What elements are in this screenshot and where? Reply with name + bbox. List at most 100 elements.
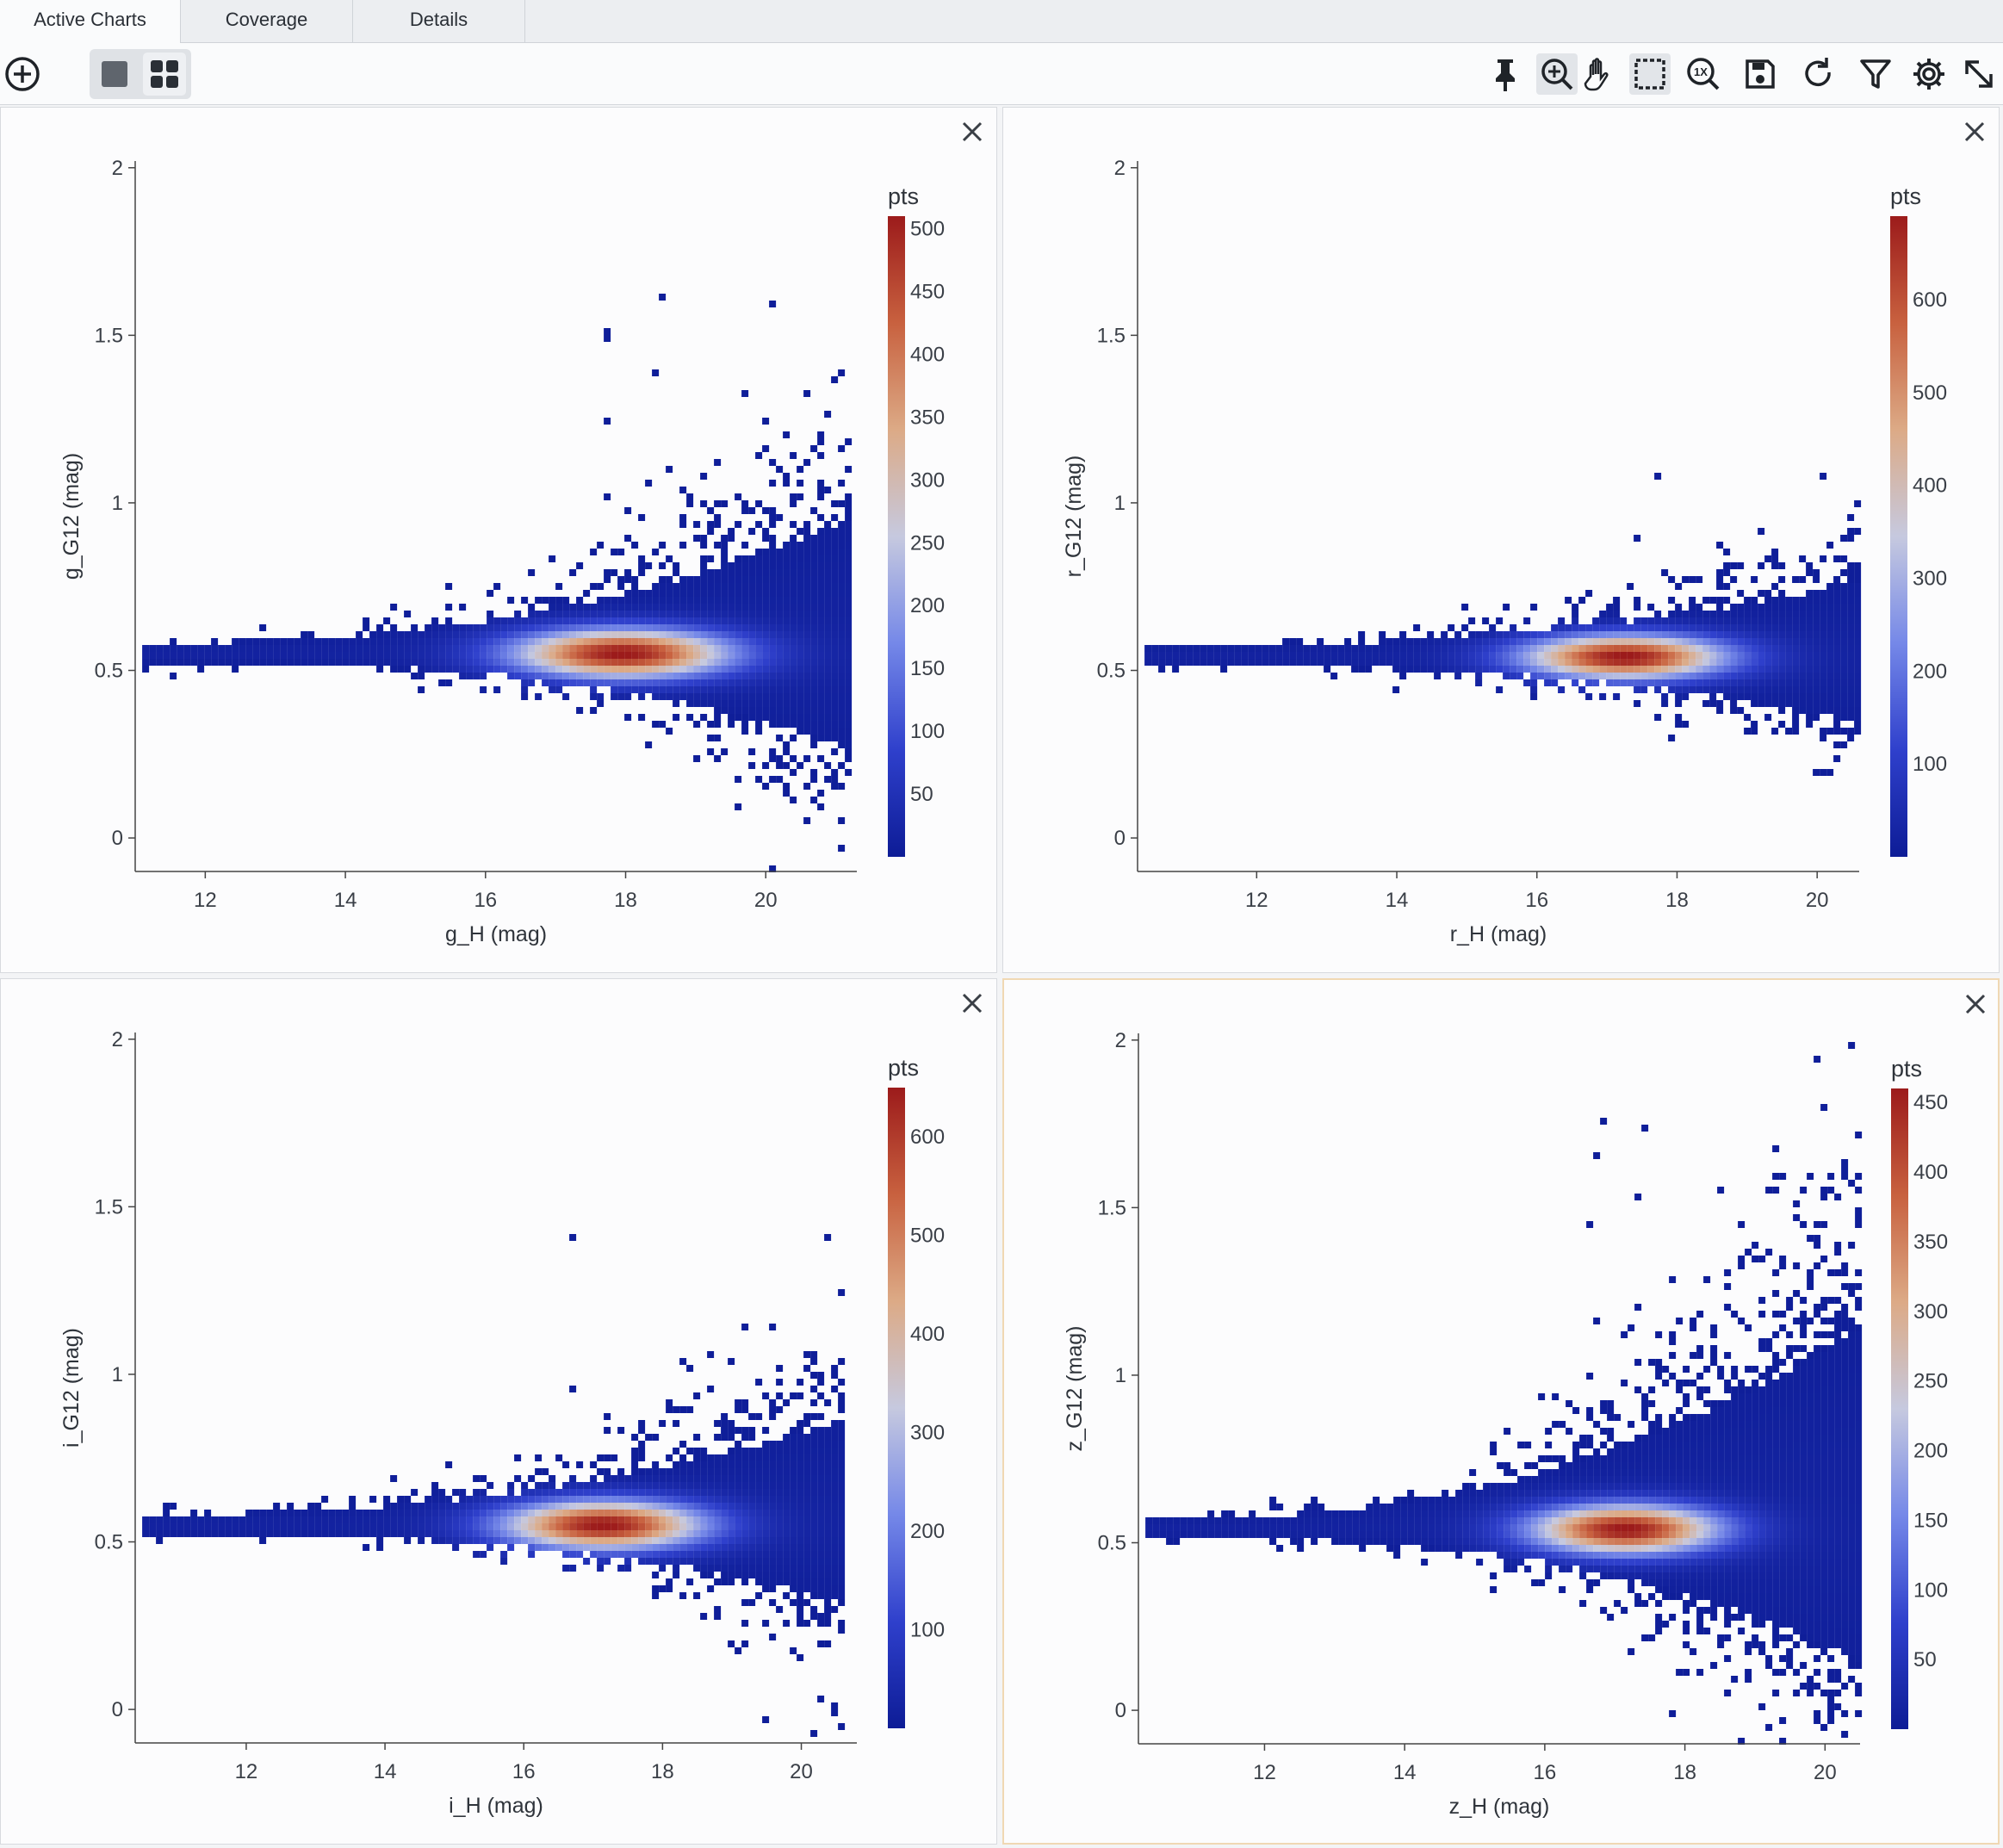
- expand-icon[interactable]: [1958, 53, 2000, 95]
- heatmap-cell: [1537, 666, 1545, 673]
- heatmap-cell: [790, 1537, 797, 1544]
- heatmap-cell: [1552, 1393, 1560, 1400]
- heatmap-cell: [666, 631, 673, 638]
- heatmap-cell: [314, 645, 322, 652]
- heatmap-cell: [1833, 707, 1841, 714]
- pin-icon[interactable]: [1485, 53, 1526, 95]
- heatmap-cell: [838, 707, 846, 714]
- restore-icon[interactable]: [1798, 53, 1839, 95]
- heatmap-cell: [211, 659, 219, 666]
- heatmap-cell: [1689, 659, 1696, 666]
- heatmap-cell: [741, 1551, 749, 1558]
- heatmap-cell: [803, 611, 811, 617]
- heatmap-cell: [652, 549, 660, 555]
- heatmap-cell: [803, 617, 811, 624]
- heatmap-cell: [1572, 666, 1579, 673]
- heatmap-cell: [1365, 645, 1373, 652]
- select-region-icon[interactable]: [1629, 53, 1671, 95]
- zoom-1x-icon[interactable]: 1X: [1683, 53, 1724, 95]
- chart-panel-i[interactable]: 12 14 16 18 20 0 0.5 1 1.5 2 i_H (mag) i_G12 (mag) p…: [0, 978, 997, 1845]
- heatmap-cell: [1262, 645, 1269, 652]
- settings-icon[interactable]: [1908, 53, 1950, 95]
- close-icon[interactable]: [955, 115, 989, 149]
- heatmap-cell: [562, 1537, 570, 1544]
- heatmap-cell: [1249, 1524, 1256, 1531]
- heatmap-cell: [1544, 631, 1552, 638]
- pan-icon[interactable]: [1579, 53, 1621, 95]
- heatmap-cell: [673, 604, 680, 611]
- close-icon[interactable]: [1957, 115, 1992, 149]
- heatmap-cell: [1820, 617, 1827, 624]
- heatmap-cell: [810, 1544, 818, 1551]
- heatmap-cell: [1592, 659, 1600, 666]
- heatmap-cell: [1600, 1531, 1608, 1538]
- heatmap-cell: [521, 645, 529, 652]
- heatmap-cell: [810, 1489, 818, 1496]
- heatmap-cell: [1854, 707, 1862, 714]
- tab-active-charts[interactable]: Active Charts: [0, 0, 181, 44]
- heatmap-cell: [1380, 1524, 1387, 1531]
- tab-details[interactable]: Details: [353, 0, 525, 43]
- heatmap-cell: [514, 1454, 522, 1461]
- single-layout-icon[interactable]: [93, 53, 136, 96]
- zoom-in-icon[interactable]: [1536, 53, 1578, 95]
- heatmap-cell: [1641, 1510, 1649, 1517]
- heatmap-cell: [735, 1503, 742, 1510]
- heatmap-cell: [431, 1482, 439, 1489]
- heatmap-cell: [673, 1489, 680, 1496]
- heatmap-cell: [748, 1454, 756, 1461]
- heatmap-cell: [810, 1461, 818, 1468]
- heatmap-cell: [1613, 693, 1621, 700]
- add-chart-icon[interactable]: [2, 53, 43, 95]
- heatmap-cell: [1517, 1524, 1525, 1531]
- heatmap-cell: [1620, 645, 1628, 652]
- heatmap-cell: [762, 1454, 770, 1461]
- heatmap-cell: [831, 1475, 839, 1482]
- tab-coverage[interactable]: Coverage: [181, 0, 353, 43]
- grid-layout-icon[interactable]: [143, 53, 186, 96]
- chart-panel-r[interactable]: 12 14 16 18 20 0 0.5 1 1.5 2 r_H (mag) r_G12 (mag) p…: [1002, 107, 2000, 973]
- heatmap-cell: [321, 652, 329, 659]
- heatmap-cell: [666, 645, 673, 652]
- heatmap-cell: [1579, 1510, 1587, 1517]
- heatmap-cell: [1655, 1435, 1663, 1442]
- heatmap-cell: [810, 1427, 818, 1434]
- heatmap-cell: [845, 755, 853, 762]
- heatmap-cell: [1820, 611, 1827, 617]
- heatmap-cell: [1799, 604, 1807, 611]
- heatmap-cell: [514, 1503, 522, 1510]
- heatmap-cell: [480, 673, 487, 679]
- heatmap-cell: [1337, 659, 1345, 666]
- heatmap-cell: [569, 631, 577, 638]
- heatmap-cell: [1221, 1524, 1229, 1531]
- filter-icon[interactable]: [1855, 53, 1896, 95]
- heatmap-cell: [659, 673, 667, 679]
- heatmap-cell: [790, 576, 797, 583]
- chart-panel-g[interactable]: 12 14 16 18 20 0 0.5 1 1.5 2 g_H (mag) g_G12 (mag) p…: [0, 107, 997, 973]
- chart-panel-z[interactable]: 12 14 16 18 20 0 0.5 1 1.5 2 z_H (mag) z_G12 (mag) p…: [1002, 978, 2000, 1845]
- heatmap-cell: [1566, 1469, 1573, 1476]
- heatmap-cell: [307, 645, 315, 652]
- heatmap-cell: [1682, 576, 1690, 583]
- heatmap-cell: [597, 666, 605, 673]
- heatmap-cell: [1634, 1448, 1642, 1455]
- heatmap-cell: [1490, 1524, 1498, 1531]
- heatmap-cell: [1613, 652, 1621, 659]
- heatmap-cell: [1689, 638, 1696, 645]
- heatmap-cell: [156, 1537, 164, 1544]
- heatmap-cell: [576, 1537, 584, 1544]
- heatmap-cell: [1806, 666, 1814, 673]
- save-icon[interactable]: [1739, 53, 1781, 95]
- heatmap-cell: [452, 1537, 460, 1544]
- heatmap-cell: [1683, 1510, 1690, 1517]
- heatmap-cell: [1778, 617, 1786, 624]
- heatmap-cell: [1600, 1572, 1608, 1579]
- heatmap-cell: [817, 604, 825, 611]
- heatmap-cell: [383, 638, 391, 645]
- close-icon[interactable]: [955, 986, 989, 1020]
- heatmap-cell: [617, 611, 625, 617]
